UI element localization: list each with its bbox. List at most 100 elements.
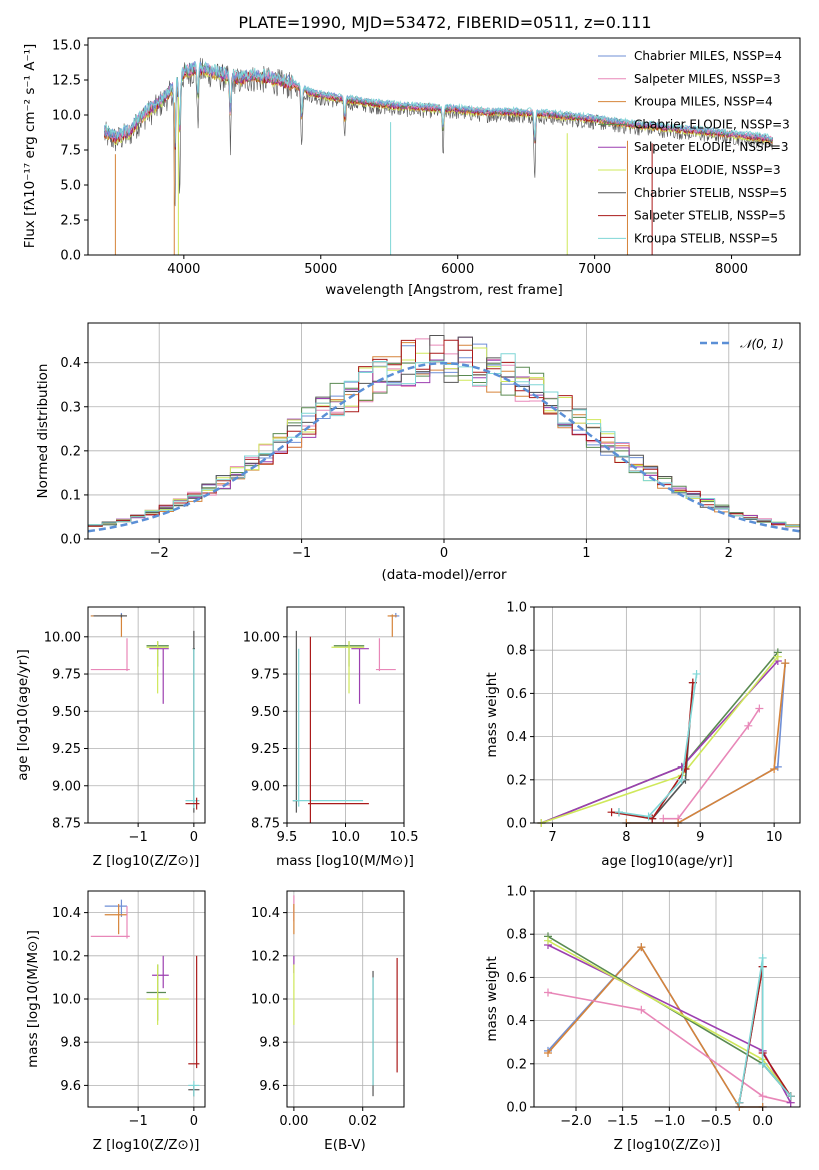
mass-weight-marker [607,808,616,817]
y-tick-label: 0.8 [506,644,527,659]
y-tick-label: 9.6 [60,1079,81,1094]
mass-weight-marker [758,1059,767,1068]
age-vs-Z-ticks: −1 0 8.75 9.00 9.25 9.50 9.75 10.00 [44,630,198,845]
y-tick-label: 9.50 [251,705,280,720]
y-tick-label: 2.5 [60,214,81,229]
y-tick-label: 10.00 [44,630,81,645]
mass-weight-marker [614,808,623,817]
mass-weight-line-salpeter-elodie [541,660,779,824]
residuals-legend: 𝒩(0, 1) [700,337,784,351]
mass-weight-vs-age-panel: 7 8 9 10 0.0 0.2 0.4 0.6 0.8 1.0 age [log10(age/y… [484,601,801,869]
y-tick-label: 8.75 [251,817,280,832]
y-tick-label: 10.4 [52,906,81,921]
legend-label-chabrier-stelib: Chabrier STELIB, NSSP=5 [634,186,787,200]
age-vs-z-panel: −1 0 8.75 9.00 9.25 9.50 9.75 10.00 Z [log10(Z/… [15,606,206,869]
x-tick-label: 10 [766,830,783,845]
spectrum-xlabel: wavelength [Angstrom, rest frame] [325,282,563,298]
x-tick-label: 0 [190,1114,198,1129]
mass-weight-marker [770,765,779,773]
histogram-chabrier-stelib [88,335,800,527]
mw-age-xlabel: age [log10(age/yr)] [601,853,733,869]
age-mass-xlabel: mass [log10(M/M⊙)] [276,853,414,869]
mass-weight-line-kroupa-elodie [541,656,779,824]
mass-weight-marker [758,953,767,962]
y-tick-label: 9.00 [52,779,81,794]
x-tick-label: 10.0 [331,830,360,845]
mass-weight-line-salpeter-miles [663,708,761,820]
mw-age-ylabel: mass weight [484,672,500,757]
y-tick-label: 15.0 [52,39,81,54]
y-tick-label: 10.4 [251,906,280,921]
residual-histograms [87,335,801,533]
x-tick-label: −1.0 [654,1114,686,1129]
spectrum-lines [104,57,773,255]
age-z-ylabel: age [log10(age/yr)] [15,649,31,781]
y-tick-label: 5.0 [60,179,81,194]
mass-weight-line-kroupa-stelib [618,673,698,818]
mass-weight-marker [744,721,753,730]
mass-weight-line-salpeter-stelib [738,966,792,1103]
y-tick-label: 1.0 [506,885,527,900]
y-tick-label: 0.4 [506,1014,527,1029]
x-tick-label: 0 [190,830,198,845]
mass-weight-marker [735,1098,744,1107]
mass-weight-line-kroupa-stelib [738,957,792,1103]
mass-ebv-xlabel: E(B-V) [324,1137,366,1153]
x-tick-label: 0.02 [348,1114,377,1129]
y-tick-label: 10.00 [243,630,280,645]
x-tick-label: 1 [582,546,590,561]
y-tick-label: 1.0 [506,601,527,616]
x-tick-label: 8 [622,830,630,845]
mass-weight-vs-z-panel: −2.0 −1.5 −1.0 −0.5 0.0 0.0 0.2 0.4 0.6 0.8 1.0 Z … [484,885,801,1153]
mass-weight-marker [544,936,552,945]
y-tick-label: 9.75 [52,668,81,683]
mass-weight-line-salpeter-miles [547,991,791,1104]
mass-weight-vs-age-ticks: 7 8 9 10 0.0 0.2 0.4 0.6 0.8 1.0 [506,601,782,846]
residuals-ylabel: Normed distribution [35,364,51,499]
mass-weight-marker [677,775,686,784]
mass-weight-marker [544,1049,552,1057]
y-tick-label: 0.0 [60,533,81,548]
age-vs-mass-ticks: 9.5 10.0 10.5 8.75 9.00 9.25 9.50 9.75 10.00 [243,630,419,845]
x-tick-label: 6000 [441,262,474,277]
legend-label-salpeter-stelib: Salpeter STELIB, NSSP=5 [634,209,786,223]
mw-z-xlabel: Z [log10(Z/Z⊙)] [614,1137,721,1153]
y-tick-label: 12.5 [52,74,81,89]
age-z-xlabel: Z [log10(Z/Z⊙)] [93,853,200,869]
x-tick-label: 0.00 [279,1114,308,1129]
y-tick-label: 0.6 [506,687,527,702]
y-tick-label: 10.2 [251,949,280,964]
spectrum-line-kroupa-stelib [104,61,773,144]
legend-label-kroupa-miles: Kroupa MILES, NSSP=4 [634,95,773,109]
y-tick-label: 8.75 [52,817,81,832]
y-tick-label: 9.8 [60,1036,81,1051]
spectrum-panel: 4000 5000 6000 7000 8000 0.0 2.5 5.0 7.5 10.0 12.5… [22,37,801,298]
x-tick-label: 5000 [304,262,337,277]
mass-weight-line-chabrier-stelib [738,966,792,1103]
y-tick-label: 9.25 [251,742,280,757]
y-tick-label: 9.00 [251,779,280,794]
residuals-xlabel: (data-model)/error [381,567,507,583]
x-tick-label: −2.0 [560,1114,592,1129]
y-tick-label: 0.0 [506,1101,527,1116]
age-vs-mass-panel: 9.5 10.0 10.5 8.75 9.00 9.25 9.50 9.75 10.00 mas… [243,606,419,869]
y-tick-label: 0.2 [506,1057,527,1072]
y-tick-label: 0.4 [506,730,527,745]
legend-label-kroupa-elodie: Kroupa ELODIE, NSSP=3 [634,163,781,177]
y-tick-label: 0.2 [506,773,527,788]
mass-vs-z-panel: −1 0 9.6 9.8 10.0 10.2 10.4 Z [log10(Z/Z⊙)] ma… [25,890,206,1153]
y-tick-label: 0.1 [60,488,81,503]
mass-weight-line-salpeter-stelib [611,682,694,820]
y-tick-label: 9.25 [52,742,81,757]
mass-vs-Z-ticks: −1 0 9.6 9.8 10.0 10.2 10.4 [52,906,198,1129]
mass-weight-vs-Z-ticks: −2.0 −1.5 −1.0 −0.5 0.0 0.0 0.2 0.4 0.6 0.8 1.0 [506,885,773,1130]
mass-weight-marker [758,1092,767,1101]
mass-weight-marker [786,1092,795,1101]
mass-z-xlabel: Z [log10(Z/Z⊙)] [93,1137,200,1153]
y-tick-label: 9.50 [52,705,81,720]
mass-weight-line-kroupa-miles [626,663,786,824]
legend-label-salpeter-elodie: Salpeter ELODIE, NSSP=3 [634,140,789,154]
y-tick-label: 0.2 [60,444,81,459]
x-tick-label: 9 [696,830,704,845]
mass-weight-line-kroupa-miles [547,945,763,1108]
